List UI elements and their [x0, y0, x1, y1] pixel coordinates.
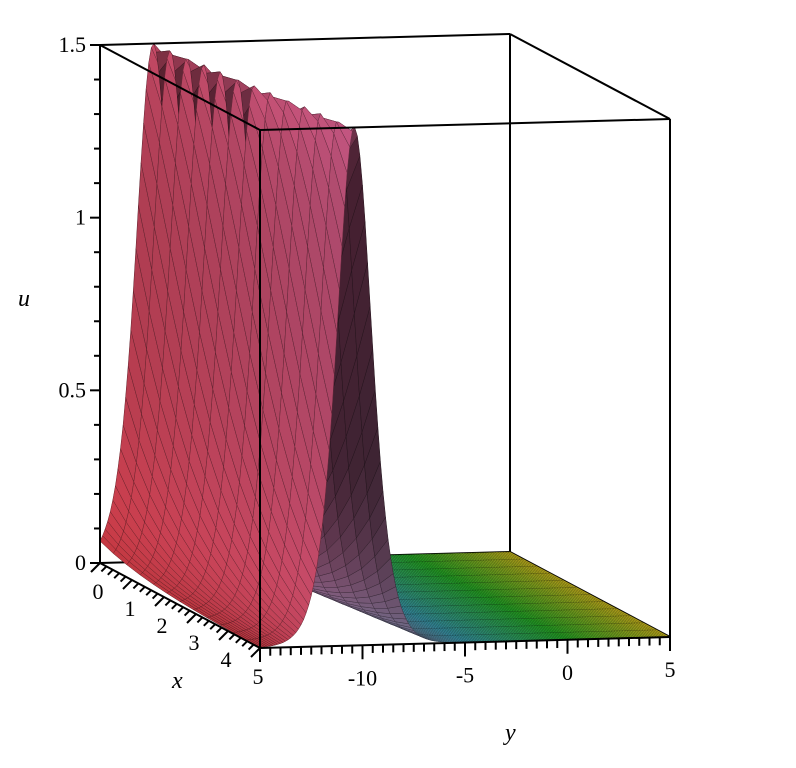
x-tick	[145, 589, 152, 596]
x-tick	[100, 565, 108, 573]
x-tick	[122, 579, 133, 590]
bounding-box-front	[99, 33, 671, 649]
surface-patch	[318, 311, 335, 414]
y-axis: -10 -5 0 5	[259, 637, 676, 690]
x-tick-label: 5	[253, 664, 264, 689]
u-tick-label: 0.5	[59, 377, 87, 402]
box-edge	[509, 33, 671, 120]
x-tick	[132, 582, 140, 590]
surface-patch	[389, 612, 407, 620]
x-tick	[164, 599, 172, 607]
box-edge	[99, 33, 511, 46]
x-tick	[247, 643, 255, 651]
u-axis: 0 0.5 1 1.5	[59, 32, 100, 575]
x-tick	[203, 620, 210, 627]
x-tick	[139, 586, 146, 593]
x-tick	[119, 575, 127, 583]
x-tick	[151, 592, 159, 600]
x-tick	[228, 633, 236, 641]
x-tick	[186, 613, 197, 624]
x-tick	[250, 647, 261, 658]
x-tick	[215, 626, 223, 634]
x-tick-label: 2	[157, 613, 168, 638]
x-tick	[241, 640, 248, 647]
box-edge	[99, 44, 261, 131]
x-tick	[107, 569, 114, 576]
y-tick-label: 0	[562, 660, 573, 685]
x-tick	[196, 616, 204, 624]
x-tick-label: 3	[189, 630, 200, 655]
x-tick	[90, 562, 101, 573]
y-tick-label: -5	[456, 663, 474, 688]
x-tick	[154, 596, 165, 607]
y-tick-label: -10	[348, 665, 377, 690]
y-tick-label: 5	[665, 657, 676, 682]
x-tick	[209, 623, 216, 630]
box-edge	[259, 118, 671, 131]
x-tick	[218, 630, 229, 641]
u-tick-label: 1	[75, 205, 86, 230]
y-axis-title: y	[503, 720, 516, 746]
x-tick-label: 1	[125, 596, 136, 621]
x-tick-label: 0	[93, 579, 104, 604]
u-axis-title: u	[18, 286, 30, 312]
box-edge	[99, 562, 261, 649]
x-tick	[171, 603, 178, 610]
x-tick-label: 4	[221, 647, 232, 672]
x-tick	[235, 637, 242, 644]
x-axis-title: x	[171, 668, 183, 694]
x-tick	[113, 572, 120, 579]
x-tick	[177, 606, 184, 613]
x-tick	[183, 609, 191, 617]
surface	[99, 43, 671, 648]
u-tick-label: 0	[75, 550, 86, 575]
u-tick-label: 1.5	[59, 32, 87, 57]
